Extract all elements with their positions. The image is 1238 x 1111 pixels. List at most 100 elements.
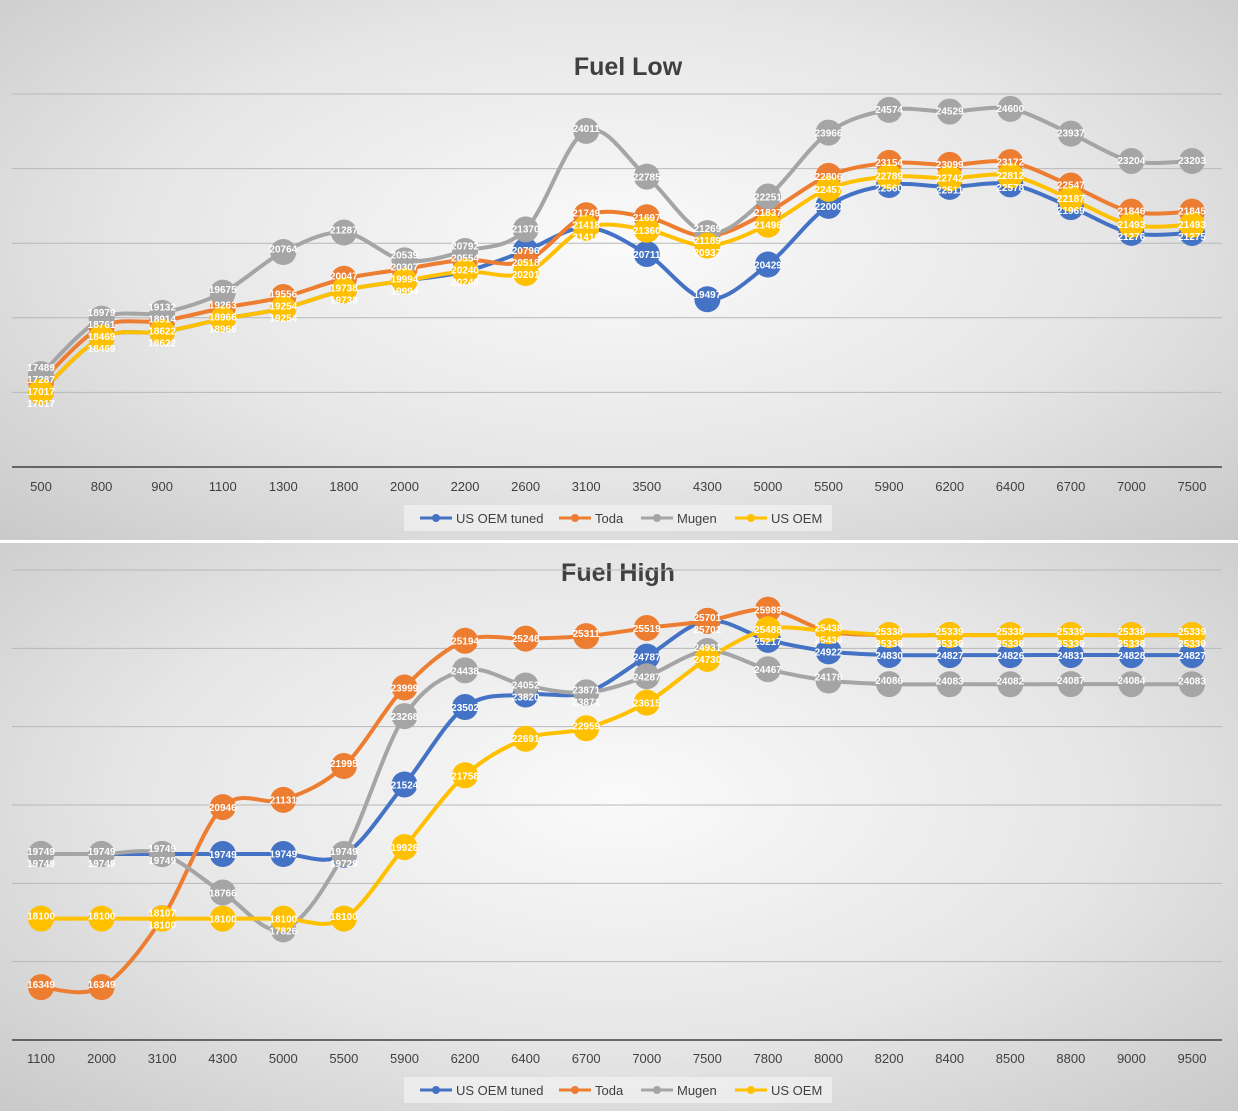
data-label: 25488 <box>754 625 782 636</box>
data-point <box>633 216 660 243</box>
data-point <box>876 622 903 649</box>
data-label: 22251 <box>754 193 782 204</box>
data-point <box>88 324 115 351</box>
data-label: 20937 <box>693 248 721 259</box>
data-label: 18100 <box>148 920 176 931</box>
data-label: 18100 <box>27 912 55 923</box>
legend-marker <box>432 514 440 522</box>
data-label: 25438 <box>815 623 843 634</box>
data-label: 23204 <box>1118 156 1146 167</box>
x-tick-label: 6200 <box>935 479 964 494</box>
legend-marker <box>747 1086 755 1094</box>
data-point <box>1179 211 1205 238</box>
data-label: 22785 <box>633 173 661 184</box>
data-label: 25436 <box>815 635 843 646</box>
data-point <box>28 378 54 405</box>
data-point <box>330 840 357 867</box>
series-line-us-oem <box>39 172 1194 394</box>
data-point <box>28 840 54 867</box>
data-label: 20539 <box>391 251 419 262</box>
data-label: 20047 <box>330 272 358 283</box>
data-point <box>149 299 176 326</box>
data-label: 21846 <box>1118 207 1146 218</box>
x-tick-label: 7800 <box>753 1051 782 1066</box>
x-tick-label: 8200 <box>875 1051 904 1066</box>
x-tick-label: 6400 <box>996 479 1025 494</box>
fuel-high-chart: Fuel High 1100 2000 3100 4300 5000 5500 5900 62… <box>12 559 1222 1103</box>
data-label: 22812 <box>996 171 1024 182</box>
series-line-toda <box>39 159 1194 384</box>
data-label: 24828 <box>1118 651 1146 662</box>
legend-marker <box>571 1086 579 1094</box>
data-label: 23502 <box>451 703 479 714</box>
x-tick-label: 8800 <box>1056 1051 1085 1066</box>
data-point <box>633 689 660 716</box>
data-label: 19738 <box>330 284 358 295</box>
data-point <box>573 214 600 241</box>
data-point <box>512 260 539 287</box>
data-point <box>876 641 903 668</box>
data-point <box>512 672 539 699</box>
data-label: 24082 <box>996 676 1024 687</box>
data-point <box>1118 211 1145 238</box>
data-label: 21276 <box>1118 232 1146 243</box>
x-tick-label: 5900 <box>390 1051 419 1066</box>
data-label: 20796 <box>512 246 540 257</box>
data-label: 20307 <box>391 263 419 274</box>
data-point <box>270 239 297 266</box>
data-point <box>149 840 176 867</box>
data-label: 22511 <box>936 185 964 196</box>
x-tick-label: 5500 <box>329 1051 358 1066</box>
data-label: 21496 <box>754 221 782 232</box>
legend-marker <box>747 514 755 522</box>
data-point <box>88 305 115 332</box>
data-point <box>391 834 418 861</box>
x-tick-label: 500 <box>30 479 52 494</box>
data-label: 19556 <box>269 290 297 301</box>
data-label: 24438 <box>451 666 479 677</box>
data-point <box>754 183 781 210</box>
data-point <box>452 237 479 264</box>
data-point <box>754 616 781 643</box>
data-point <box>815 119 842 146</box>
data-point <box>88 905 115 932</box>
data-label: 18100 <box>330 912 358 923</box>
data-label: 25338 <box>1118 639 1146 650</box>
data-label: 21493 <box>1118 220 1146 231</box>
data-point <box>452 694 479 721</box>
data-point <box>391 674 418 701</box>
data-point <box>997 642 1024 669</box>
data-label: 21493 <box>1178 220 1206 231</box>
data-label: 23966 <box>815 129 843 140</box>
data-point <box>573 117 600 144</box>
legend-label: US OEM <box>771 1083 822 1098</box>
legend-marker <box>653 1086 661 1094</box>
data-label: 19749 <box>209 850 237 861</box>
data-label: 22789 <box>875 172 903 183</box>
data-label: 21269 <box>693 224 721 235</box>
data-point <box>209 279 236 306</box>
data-label: 20792 <box>451 241 479 252</box>
data-point <box>270 295 297 322</box>
data-label: 24011 <box>573 124 601 135</box>
x-tick-label: 5500 <box>814 479 843 494</box>
data-label: 23203 <box>1178 156 1206 167</box>
x-tick-label: 9000 <box>1117 1051 1146 1066</box>
data-label: 25194 <box>451 637 479 648</box>
data-point <box>1118 642 1145 669</box>
x-tick-label: 3100 <box>148 1051 177 1066</box>
data-label: 24083 <box>936 676 964 687</box>
data-point <box>1118 671 1145 698</box>
data-point <box>28 905 54 932</box>
fuel-low-chart: Fuel Low 500 800 900 1100 1300 1800 2000 2200 26… <box>12 53 1222 531</box>
data-label: 22959 <box>572 721 600 732</box>
data-label: 23937 <box>1057 129 1085 140</box>
data-point <box>633 663 660 690</box>
x-tick-label: 5000 <box>753 479 782 494</box>
data-point <box>28 974 54 1001</box>
data-point <box>754 211 781 238</box>
data-label: 21995 <box>330 759 358 770</box>
data-point <box>391 771 418 798</box>
data-label: 21845 <box>1178 207 1206 218</box>
data-label: 16349 <box>27 980 55 991</box>
